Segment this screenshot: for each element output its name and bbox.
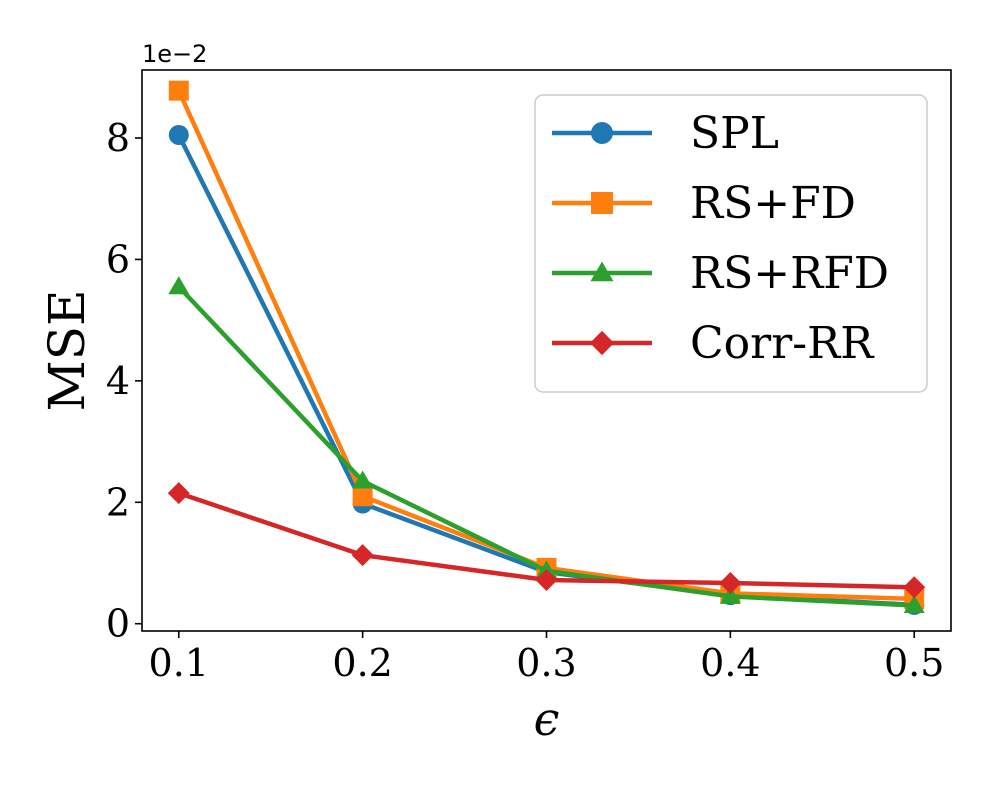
y-tick-label: 4 [106, 359, 130, 403]
x-tick-label: 0.3 [516, 641, 576, 685]
data-point-corr-rr [903, 576, 926, 599]
data-point-rs-rfd [352, 470, 374, 489]
x-tick-label: 0.5 [884, 641, 944, 685]
data-point-corr-rr [351, 544, 374, 567]
legend: SPL RS+FD RS+RFD Corr-RR [534, 94, 928, 393]
legend-label-corr-rr: Corr-RR [690, 318, 875, 369]
x-tick-label: 0.1 [149, 641, 209, 685]
y-tick-label: 8 [106, 116, 130, 160]
data-point-rs-fd [168, 80, 189, 101]
series-corr-rr [167, 482, 926, 599]
series-layer [167, 80, 926, 615]
data-point-rs-rfd [903, 595, 925, 613]
data-point-rs-rfd [168, 276, 190, 295]
data-point-spl [168, 124, 189, 145]
legend-marker-rs-rfd [590, 261, 614, 282]
legend-entry-rs-rfd: RS+RFD [552, 248, 889, 299]
x-axis-label: ϵ [534, 692, 560, 746]
axis-ticks: 0.1 0.2 0.3 0.4 0.5 0 2 4 6 8 [106, 116, 945, 685]
data-point-corr-rr [167, 482, 190, 505]
legend-marker-spl [591, 122, 613, 144]
legend-box [534, 94, 928, 393]
legend-label-spl: SPL [690, 108, 779, 159]
legend-entry-spl: SPL [552, 108, 779, 159]
y-tick-label: 6 [106, 237, 130, 281]
data-point-rs-fd [352, 486, 373, 507]
legend-entry-corr-rr: Corr-RR [552, 318, 875, 369]
data-point-rs-rfd [719, 585, 741, 604]
y-tick-label: 0 [106, 602, 130, 646]
legend-marker-rs-fd [591, 192, 613, 214]
legend-label-rs-fd: RS+FD [690, 178, 856, 229]
y-axis-scale-label: 1e−2 [142, 40, 207, 68]
x-tick-label: 0.4 [700, 641, 760, 685]
data-point-corr-rr [719, 572, 742, 595]
y-axis-label: MSE [38, 290, 96, 412]
legend-marker-corr-rr [589, 330, 615, 356]
x-tick-label: 0.2 [332, 641, 392, 685]
legend-label-rs-rfd: RS+RFD [690, 248, 889, 299]
data-point-corr-rr [535, 569, 558, 591]
y-tick-label: 2 [106, 480, 130, 524]
legend-entry-rs-fd: RS+FD [552, 178, 856, 229]
